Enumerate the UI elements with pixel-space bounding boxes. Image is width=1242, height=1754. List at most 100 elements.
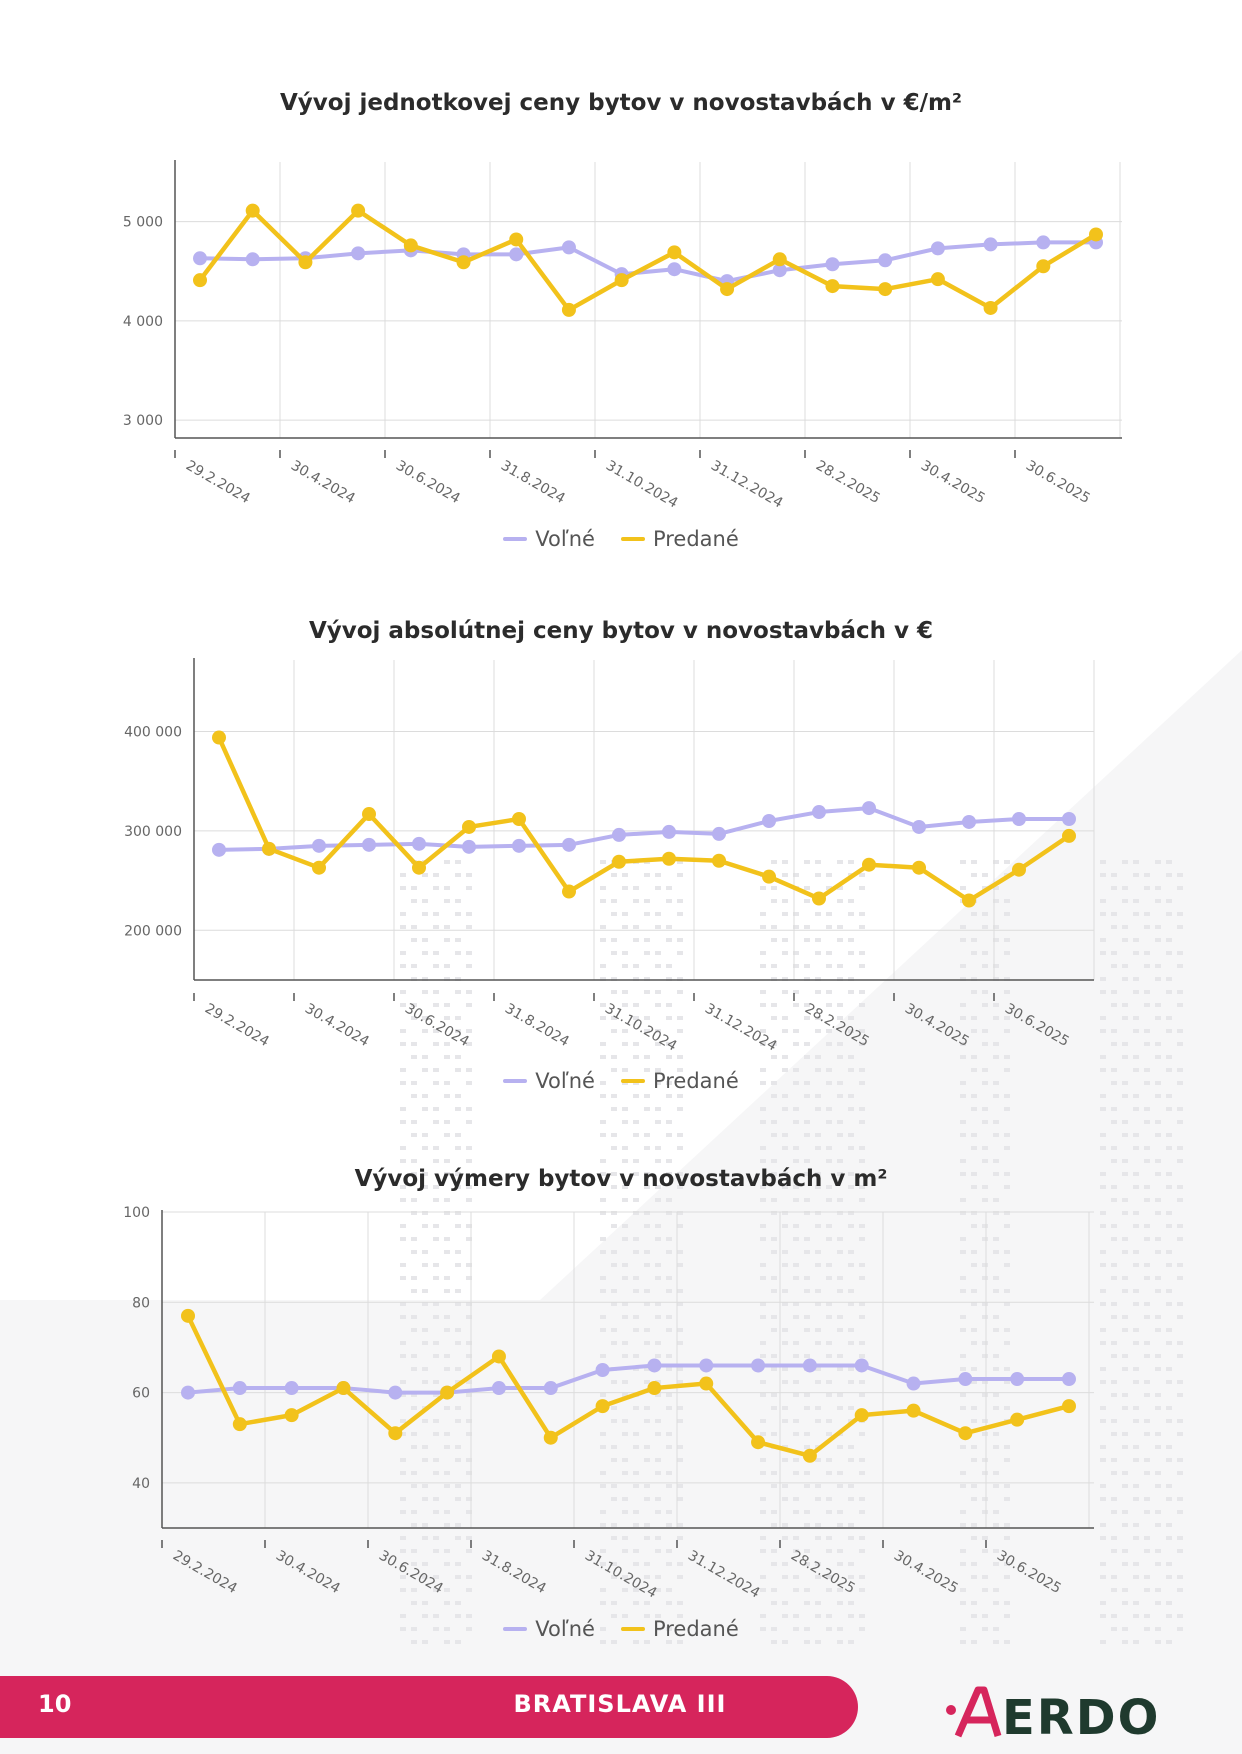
data-point-predane[interactable]: [878, 282, 893, 297]
data-point-volne[interactable]: [491, 1381, 506, 1396]
data-point-volne[interactable]: [562, 837, 576, 852]
data-point-volne[interactable]: [962, 814, 976, 829]
data-point-volne[interactable]: [543, 1381, 558, 1396]
data-point-predane[interactable]: [262, 841, 276, 856]
data-point-volne[interactable]: [193, 251, 207, 266]
data-point-volne[interactable]: [1062, 1372, 1076, 1387]
data-point-predane[interactable]: [612, 854, 626, 869]
data-point-predane[interactable]: [181, 1308, 195, 1323]
data-point-predane[interactable]: [862, 857, 876, 872]
data-point-predane[interactable]: [440, 1385, 455, 1400]
data-point-volne[interactable]: [712, 826, 726, 841]
data-point-volne[interactable]: [878, 253, 893, 268]
legend-item-volne[interactable]: Voľné: [503, 1617, 595, 1641]
data-point-predane[interactable]: [193, 273, 207, 288]
data-point-predane[interactable]: [298, 255, 313, 270]
data-point-predane[interactable]: [412, 860, 426, 875]
data-point-predane[interactable]: [720, 282, 735, 297]
data-point-predane[interactable]: [751, 1435, 766, 1450]
data-point-volne[interactable]: [232, 1381, 247, 1396]
data-point-volne[interactable]: [662, 824, 676, 839]
data-point-volne[interactable]: [181, 1385, 195, 1400]
data-point-predane[interactable]: [595, 1399, 610, 1414]
data-point-volne[interactable]: [509, 247, 524, 262]
data-point-volne[interactable]: [667, 262, 682, 277]
data-point-predane[interactable]: [245, 203, 260, 218]
data-point-volne[interactable]: [751, 1358, 766, 1373]
data-point-predane[interactable]: [825, 279, 840, 294]
data-point-predane[interactable]: [212, 730, 226, 745]
legend-item-volne[interactable]: Voľné: [503, 1069, 595, 1093]
data-point-volne[interactable]: [412, 836, 426, 851]
data-point-volne[interactable]: [854, 1358, 869, 1373]
data-point-volne[interactable]: [561, 240, 576, 255]
data-point-predane[interactable]: [462, 819, 476, 834]
data-point-volne[interactable]: [802, 1358, 817, 1373]
data-point-predane[interactable]: [983, 300, 998, 315]
data-point-predane[interactable]: [812, 891, 826, 906]
data-point-volne[interactable]: [1010, 1372, 1025, 1387]
data-point-predane[interactable]: [930, 272, 945, 287]
data-point-predane[interactable]: [362, 807, 376, 822]
data-point-volne[interactable]: [245, 252, 260, 267]
data-point-predane[interactable]: [284, 1408, 299, 1423]
data-point-predane[interactable]: [1062, 828, 1076, 843]
data-point-predane[interactable]: [336, 1381, 351, 1396]
data-point-volne[interactable]: [1012, 812, 1026, 827]
data-point-predane[interactable]: [562, 884, 576, 899]
data-point-volne[interactable]: [906, 1376, 921, 1391]
data-point-predane[interactable]: [351, 203, 366, 218]
data-point-volne[interactable]: [912, 819, 926, 834]
data-point-volne[interactable]: [862, 801, 876, 816]
data-point-volne[interactable]: [1062, 812, 1076, 827]
data-point-predane[interactable]: [1062, 1399, 1076, 1414]
erdo-logo[interactable]: ERDO: [944, 1676, 1174, 1740]
data-point-volne[interactable]: [699, 1358, 714, 1373]
data-point-volne[interactable]: [212, 842, 226, 857]
data-point-predane[interactable]: [762, 869, 776, 884]
data-point-predane[interactable]: [802, 1448, 817, 1463]
data-point-volne[interactable]: [388, 1385, 403, 1400]
data-point-volne[interactable]: [647, 1358, 662, 1373]
data-point-volne[interactable]: [812, 805, 826, 820]
data-point-volne[interactable]: [930, 241, 945, 256]
data-point-predane[interactable]: [962, 893, 976, 908]
data-point-predane[interactable]: [712, 853, 726, 868]
data-point-predane[interactable]: [312, 860, 326, 875]
data-point-predane[interactable]: [647, 1381, 662, 1396]
data-point-predane[interactable]: [1036, 259, 1051, 274]
data-point-predane[interactable]: [614, 273, 629, 288]
data-point-predane[interactable]: [456, 255, 471, 270]
data-point-volne[interactable]: [1036, 235, 1051, 250]
data-point-predane[interactable]: [906, 1403, 921, 1418]
data-point-predane[interactable]: [491, 1349, 506, 1364]
legend-item-predane[interactable]: Predané: [620, 1617, 739, 1641]
data-point-volne[interactable]: [825, 257, 840, 272]
data-point-predane[interactable]: [958, 1426, 973, 1441]
data-point-predane[interactable]: [662, 851, 676, 866]
data-point-volne[interactable]: [762, 813, 776, 828]
data-point-predane[interactable]: [699, 1376, 714, 1391]
data-point-predane[interactable]: [667, 245, 682, 260]
data-point-volne[interactable]: [312, 838, 326, 853]
legend-item-predane[interactable]: Predané: [620, 527, 739, 551]
data-point-predane[interactable]: [509, 232, 524, 247]
data-point-volne[interactable]: [362, 837, 376, 852]
data-point-predane[interactable]: [543, 1430, 558, 1445]
data-point-volne[interactable]: [512, 838, 526, 853]
data-point-predane[interactable]: [512, 812, 526, 827]
data-point-volne[interactable]: [983, 237, 998, 252]
data-point-volne[interactable]: [595, 1363, 610, 1377]
data-point-volne[interactable]: [772, 263, 787, 278]
legend-item-volne[interactable]: Voľné: [503, 527, 595, 551]
data-point-volne[interactable]: [284, 1381, 299, 1396]
data-point-predane[interactable]: [772, 252, 787, 267]
data-point-predane[interactable]: [232, 1417, 247, 1432]
data-point-volne[interactable]: [958, 1372, 973, 1387]
data-point-predane[interactable]: [388, 1426, 403, 1441]
data-point-predane[interactable]: [1010, 1412, 1025, 1427]
data-point-predane[interactable]: [1012, 862, 1026, 877]
data-point-volne[interactable]: [612, 827, 626, 842]
data-point-volne[interactable]: [462, 839, 476, 854]
data-point-predane[interactable]: [403, 238, 418, 253]
